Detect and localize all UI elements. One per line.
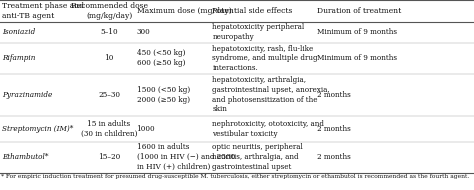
Text: 15 in adults
(30 in children): 15 in adults (30 in children) xyxy=(81,120,137,138)
Text: nephrotoxicity, ototoxicity, and
vestibular toxicity: nephrotoxicity, ototoxicity, and vestibu… xyxy=(212,120,324,138)
Text: 25–30: 25–30 xyxy=(98,91,120,99)
Text: hepatotoxicity, arthralgia,
gastrointestinal upset, anorexia,
and photosensitiza: hepatotoxicity, arthralgia, gastrointest… xyxy=(212,76,330,113)
Text: Rifampin: Rifampin xyxy=(2,54,36,62)
Text: 1500 (<50 kg)
2000 (≥50 kg): 1500 (<50 kg) 2000 (≥50 kg) xyxy=(137,86,190,104)
Text: Streptomycin (IM)*: Streptomycin (IM)* xyxy=(2,125,74,133)
Text: 2 months: 2 months xyxy=(317,153,350,161)
Text: Treatment phase and
anti-TB agent: Treatment phase and anti-TB agent xyxy=(2,2,84,20)
Text: 15–20: 15–20 xyxy=(98,153,120,161)
Text: 450 (<50 kg)
600 (≥50 kg): 450 (<50 kg) 600 (≥50 kg) xyxy=(137,49,185,67)
Text: Pyrazinamide: Pyrazinamide xyxy=(2,91,53,99)
Text: 2 months: 2 months xyxy=(317,91,350,99)
Text: * For empiric induction treatment for presumed drug-susceptible M. tuberculosis,: * For empiric induction treatment for pr… xyxy=(1,174,470,179)
Text: Isoniazid: Isoniazid xyxy=(2,28,36,36)
Text: Minimum of 9 months: Minimum of 9 months xyxy=(317,28,397,36)
Text: 2 months: 2 months xyxy=(317,125,350,133)
Text: optic neuritis, peripheral
neuritis, arthralgia, and
gastrointestinal upset: optic neuritis, peripheral neuritis, art… xyxy=(212,143,303,171)
Text: Minimum of 9 months: Minimum of 9 months xyxy=(317,54,397,62)
Text: Duration of treatment: Duration of treatment xyxy=(317,7,401,15)
Text: Ethambutol*: Ethambutol* xyxy=(2,153,49,161)
Text: 300: 300 xyxy=(137,28,150,36)
Text: hepatotoxicity, rash, flu-like
syndrome, and multiple drug
interactions.: hepatotoxicity, rash, flu-like syndrome,… xyxy=(212,44,318,72)
Text: 1600 in adults
(1000 in HIV (−) and 2500
in HIV (+) children): 1600 in adults (1000 in HIV (−) and 2500… xyxy=(137,143,235,171)
Text: Recommended dose
(mg/kg/day): Recommended dose (mg/kg/day) xyxy=(71,2,147,20)
Text: 1000: 1000 xyxy=(137,125,155,133)
Text: 5–10: 5–10 xyxy=(100,28,118,36)
Text: 10: 10 xyxy=(104,54,114,62)
Text: Potential side effects: Potential side effects xyxy=(212,7,293,15)
Text: hepatotoxicity peripheral
neuropathy: hepatotoxicity peripheral neuropathy xyxy=(212,23,305,41)
Text: Maximum dose (mg/day): Maximum dose (mg/day) xyxy=(137,7,231,15)
